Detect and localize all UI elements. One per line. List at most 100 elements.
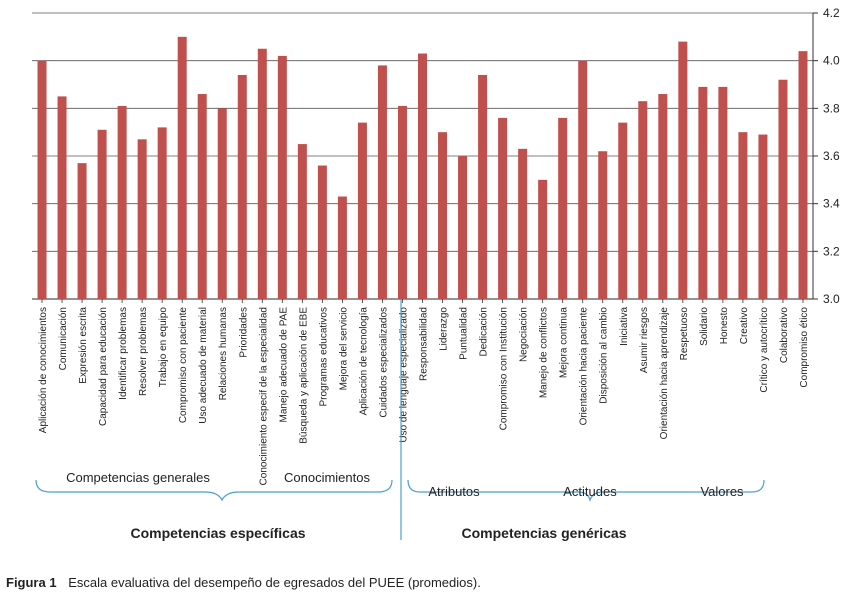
- bar: [97, 129, 107, 299]
- x-category-label: Asumir riesgos: [639, 307, 650, 373]
- y-tick-label: 4.0: [823, 54, 840, 68]
- bar: [458, 156, 468, 299]
- bar: [598, 151, 608, 299]
- x-category-label: Orientación hacia aprendizaje: [659, 307, 670, 440]
- x-category-label: Disposición al cambio: [599, 307, 610, 404]
- x-category-label: Programas educativos: [318, 307, 329, 407]
- bar: [558, 117, 568, 299]
- group-annotations: Competencias generales Conocimientos Com…: [35, 300, 765, 541]
- bar: [778, 79, 788, 299]
- bar: [157, 127, 167, 300]
- x-category-label: Relaciones humanas: [218, 307, 229, 400]
- x-category-label: Mejora continua: [559, 307, 570, 379]
- bar: [678, 41, 688, 299]
- group-label-atributos: Atributos: [428, 484, 480, 499]
- x-category-label: Manejo de conflictos: [539, 307, 550, 398]
- y-tick-label: 3.6: [823, 149, 840, 163]
- x-category-label: Resolver problemas: [138, 307, 149, 396]
- x-category-label: Colaborativo: [779, 307, 790, 364]
- x-category-label: Mejora del servicio: [338, 307, 349, 391]
- bar: [718, 86, 728, 299]
- bar: [377, 65, 387, 299]
- x-category-label: Orientación hacia paciente: [579, 307, 590, 426]
- bar: [798, 51, 808, 300]
- bar: [357, 122, 367, 299]
- bar: [478, 74, 488, 299]
- x-category-label: Prioridades: [238, 307, 249, 358]
- bar: [498, 117, 508, 299]
- group-label-competencias-generales: Competencias generales: [66, 470, 210, 485]
- bar: [217, 108, 227, 299]
- x-category-label: Negociación: [519, 307, 530, 362]
- bar: [538, 179, 548, 299]
- x-category-label: Comunicación: [58, 307, 69, 370]
- x-category-label: Conocimiento especif de la especialidad: [258, 307, 269, 485]
- brace-competencias-especificas: [35, 479, 393, 502]
- bar: [297, 144, 307, 299]
- x-category-label: Aplicación de conocimientos: [38, 307, 49, 433]
- group-label-competencias-genericas: Competencias genéricas: [462, 525, 627, 541]
- bar: [438, 132, 448, 299]
- bar: [117, 105, 127, 299]
- x-category-label: Trabajo en equipo: [158, 307, 169, 388]
- x-category-label: Compromiso ético: [799, 307, 810, 388]
- bar: [518, 148, 528, 299]
- bar: [317, 165, 327, 299]
- bar: [177, 36, 187, 299]
- x-axis-labels: Aplicación de conocimientos Comunicación E…: [38, 299, 810, 485]
- x-category-label: Puntualidad: [459, 307, 470, 360]
- group-label-valores: Valores: [700, 484, 744, 499]
- bar: [37, 60, 47, 299]
- caption-label: Figura 1: [6, 575, 57, 590]
- bar: [578, 60, 588, 299]
- x-category-label: Compromiso con paciente: [178, 307, 189, 424]
- bar: [397, 105, 407, 299]
- bar: [618, 122, 628, 299]
- x-category-label: Dedicación: [479, 307, 490, 356]
- x-category-label: Cuidados especializados: [378, 307, 389, 418]
- x-category-label: Uso de lenguaje especializado: [398, 307, 409, 443]
- bars: [37, 36, 808, 300]
- group-label-competencias-especificas: Competencias específicas: [130, 525, 305, 541]
- x-category-label: Iniciativa: [619, 307, 630, 346]
- bar: [698, 86, 708, 299]
- y-tick-label: 3.8: [823, 101, 840, 115]
- x-category-label: Honesto: [719, 307, 730, 345]
- y-axis-ticks: 3.0 3.2 3.4 3.6 3.8 4.0 4.2: [812, 6, 840, 306]
- bar: [77, 163, 87, 299]
- group-label-conocimientos: Conocimientos: [284, 470, 370, 485]
- x-category-label: Crítico y autocrítico: [759, 307, 770, 393]
- x-category-label: Identificar problemas: [118, 307, 129, 400]
- bar: [758, 134, 768, 299]
- x-category-label: Manejo adecuado de PAE: [278, 307, 289, 423]
- y-tick-label: 3.0: [823, 292, 840, 306]
- y-tick-label: 3.2: [823, 244, 840, 258]
- x-category-label: Respetuoso: [679, 307, 690, 361]
- group-label-actitudes: Actitudes: [563, 484, 617, 499]
- y-tick-label: 3.4: [823, 197, 840, 211]
- caption-text: Escala evaluativa del desempeño de egres…: [68, 575, 481, 590]
- x-category-label: Capacidad para educación: [98, 307, 109, 426]
- bar: [638, 101, 648, 299]
- bar: [257, 48, 267, 299]
- x-category-label: Uso adecuado de material: [198, 307, 209, 424]
- bar: [337, 196, 347, 299]
- y-tick-label: 4.2: [823, 6, 840, 20]
- bar: [57, 96, 67, 300]
- x-category-label: Solidario: [699, 307, 710, 346]
- x-category-label: Expresión escrita: [78, 307, 89, 384]
- bar: [658, 94, 668, 300]
- figure-caption: Figura 1 Escala evaluativa del desempeño…: [6, 575, 481, 590]
- x-category-label: Responsabilidad: [419, 307, 430, 381]
- bar: [197, 94, 207, 300]
- brace-competencias-genericas: [407, 479, 765, 503]
- bar: [418, 53, 427, 300]
- x-category-label: Liderazgo: [439, 307, 450, 351]
- bar: [237, 74, 247, 299]
- bar: [738, 132, 748, 299]
- x-category-label: Aplicación de tecnología: [358, 307, 369, 416]
- x-category-label: Creativo: [739, 307, 750, 345]
- bar: [137, 139, 147, 299]
